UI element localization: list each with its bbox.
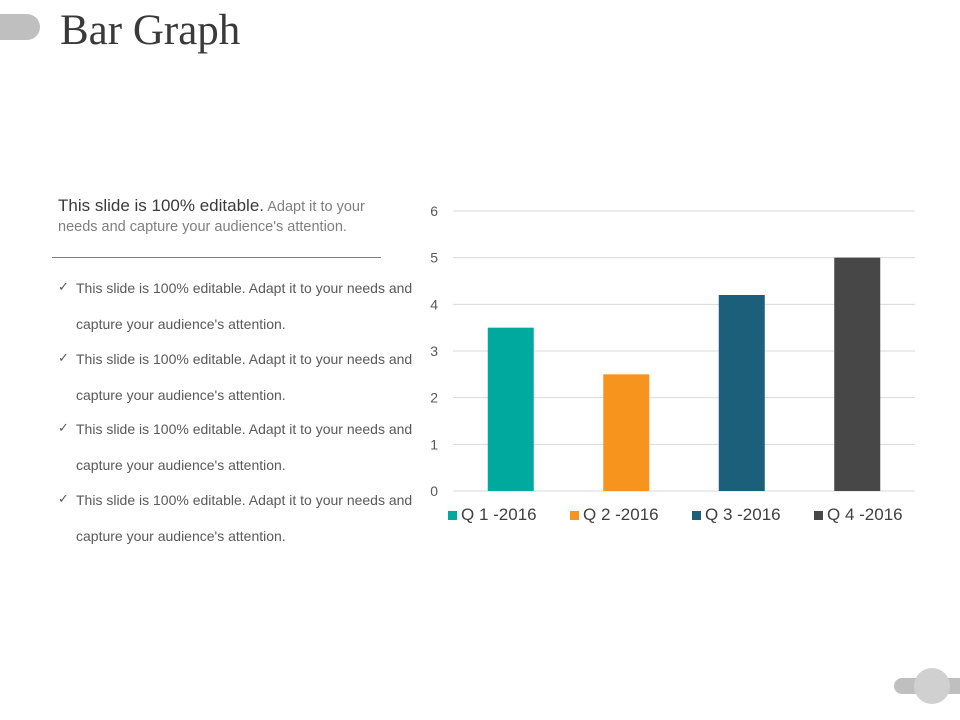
divider [52,257,381,258]
y-tick-label: 3 [430,343,438,359]
y-tick-label: 0 [430,483,438,499]
checkmark-icon: ✓ [58,421,69,436]
y-tick-label: 5 [430,250,438,266]
intro-text: This slide is 100% editable. Adapt it to… [58,196,408,237]
y-tick-label: 2 [430,390,438,406]
legend-label: Q 1 -2016 [461,505,537,524]
bullet-item: ✓ This slide is 100% editable. Adapt it … [58,341,414,412]
bullet-text: This slide is 100% editable. Adapt it to… [76,421,413,473]
page-title: Bar Graph [60,7,241,54]
bar [718,295,765,491]
bar [834,257,881,491]
legend-swatch [570,511,579,520]
checkmark-icon: ✓ [58,491,69,507]
bullet-item: ✓ This slide is 100% editable. Adapt it … [58,482,414,553]
intro-rest: Adapt it to your needs and capture your … [58,199,365,235]
legend-label: Q 4 -2016 [827,505,903,524]
legend-swatch [448,511,457,520]
decorative-circle [914,668,950,704]
y-tick-label: 4 [430,296,438,312]
legend-swatch [814,511,823,520]
intro-strong: This slide is 100% editable. [58,196,265,215]
bullet-text: This slide is 100% editable. Adapt it to… [76,280,413,332]
bar [487,327,534,491]
bullet-item: ✓ This slide is 100% editable. Adapt it … [58,270,414,341]
legend-label: Q 3 -2016 [705,505,781,524]
y-tick-label: 6 [430,203,438,219]
bullet-item: ✓ This slide is 100% editable. Adapt it … [58,411,414,482]
legend-label: Q 2 -2016 [583,505,659,524]
bullet-list: ✓ This slide is 100% editable. Adapt it … [58,270,414,552]
checkmark-icon: ✓ [58,280,69,295]
legend-swatch [692,511,701,520]
bullet-text: This slide is 100% editable. Adapt it to… [76,491,413,544]
y-tick-label: 1 [430,436,438,452]
decorative-pill-top [0,14,40,40]
bar [603,374,650,491]
bar-chart: 0 1 2 3 4 5 6 Q 1 -2016 Q 2 -2016 Q 3 -2016 Q 4 -2… [430,203,915,524]
checkmark-icon: ✓ [58,350,69,366]
bullet-text: This slide is 100% editable. Adapt it to… [76,350,413,403]
